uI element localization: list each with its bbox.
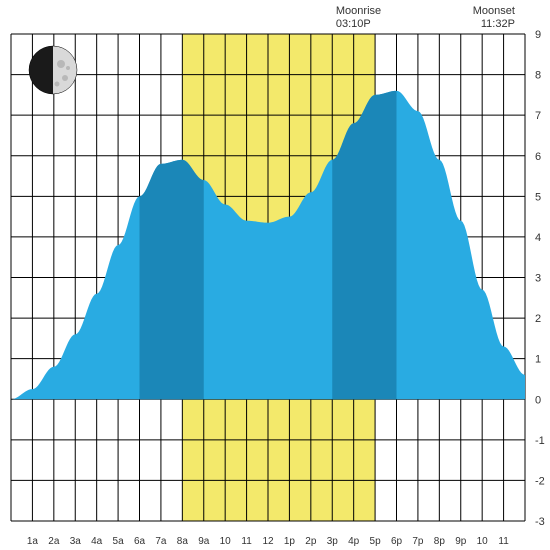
svg-text:4p: 4p [348,536,360,547]
svg-text:03:10P: 03:10P [336,18,371,30]
svg-text:8p: 8p [434,536,446,547]
svg-text:8: 8 [535,70,541,82]
svg-text:Moonset: Moonset [473,5,515,17]
svg-text:6p: 6p [391,536,403,547]
svg-text:2p: 2p [305,536,317,547]
svg-text:5: 5 [535,191,541,203]
svg-text:Moonrise: Moonrise [336,5,381,17]
svg-text:2: 2 [535,313,541,325]
svg-text:3: 3 [535,273,541,285]
svg-text:4: 4 [535,232,541,244]
svg-text:4a: 4a [91,536,103,547]
chart-canvas: -3-2-101234567891a2a3a4a5a6a7a8a9a101112… [0,0,550,550]
svg-text:6a: 6a [134,536,146,547]
svg-text:11:32P: 11:32P [481,18,515,30]
svg-text:-1: -1 [535,435,545,447]
svg-text:12: 12 [262,536,274,547]
svg-text:8a: 8a [177,536,189,547]
svg-text:3a: 3a [70,536,82,547]
svg-text:-2: -2 [535,475,545,487]
svg-text:9p: 9p [455,536,467,547]
svg-text:7: 7 [535,110,541,122]
svg-text:11: 11 [498,536,509,547]
svg-text:11: 11 [241,536,252,547]
svg-text:7p: 7p [412,536,424,547]
svg-text:9: 9 [535,29,541,41]
svg-text:5a: 5a [113,536,125,547]
svg-text:6: 6 [535,151,541,163]
svg-text:10: 10 [477,536,489,547]
svg-text:1p: 1p [284,536,296,547]
svg-text:0: 0 [535,394,541,406]
svg-text:1a: 1a [27,536,39,547]
svg-text:-3: -3 [535,516,545,528]
svg-text:3p: 3p [327,536,339,547]
svg-text:5p: 5p [370,536,382,547]
svg-text:2a: 2a [48,536,60,547]
tide-moon-chart: -3-2-101234567891a2a3a4a5a6a7a8a9a101112… [0,0,550,550]
svg-text:1: 1 [535,354,541,366]
svg-text:7a: 7a [155,536,167,547]
svg-text:9a: 9a [198,536,210,547]
svg-text:10: 10 [220,536,232,547]
